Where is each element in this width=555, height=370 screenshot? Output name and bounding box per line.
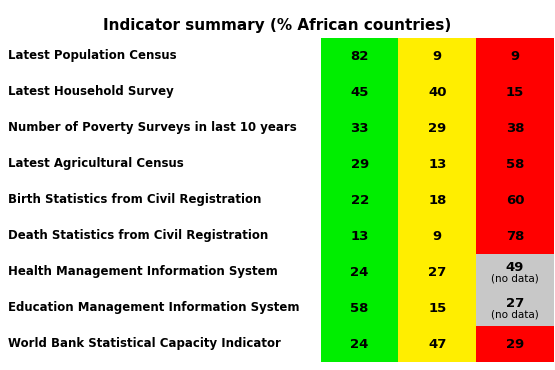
Text: 82: 82 xyxy=(350,50,369,63)
Text: Latest Agricultural Census: Latest Agricultural Census xyxy=(8,158,184,171)
Text: 15: 15 xyxy=(428,302,446,314)
Bar xyxy=(321,218,398,254)
Text: 27: 27 xyxy=(428,266,446,279)
Bar xyxy=(476,326,554,362)
Text: 38: 38 xyxy=(506,121,524,135)
Text: 9: 9 xyxy=(433,50,442,63)
Bar xyxy=(476,38,554,74)
Bar xyxy=(398,146,476,182)
Bar xyxy=(398,38,476,74)
Bar xyxy=(476,254,554,290)
Text: 60: 60 xyxy=(506,194,524,206)
Bar xyxy=(321,290,398,326)
Text: Number of Poverty Surveys in last 10 years: Number of Poverty Surveys in last 10 yea… xyxy=(8,121,297,135)
Bar xyxy=(321,74,398,110)
Text: 29: 29 xyxy=(506,337,524,350)
Bar xyxy=(476,290,554,326)
Text: 24: 24 xyxy=(350,337,369,350)
Text: 9: 9 xyxy=(511,50,519,63)
Text: Education Management Information System: Education Management Information System xyxy=(8,302,300,314)
Text: 49: 49 xyxy=(506,261,524,274)
Text: Latest Population Census: Latest Population Census xyxy=(8,50,176,63)
Bar xyxy=(476,146,554,182)
Text: (no data): (no data) xyxy=(491,273,539,283)
Bar xyxy=(398,110,476,146)
Bar xyxy=(476,110,554,146)
Text: 45: 45 xyxy=(350,85,369,98)
Text: 24: 24 xyxy=(350,266,369,279)
Bar xyxy=(321,38,398,74)
Text: 58: 58 xyxy=(506,158,524,171)
Text: 13: 13 xyxy=(428,158,447,171)
Text: 47: 47 xyxy=(428,337,447,350)
Bar xyxy=(398,182,476,218)
Bar xyxy=(398,290,476,326)
Text: 33: 33 xyxy=(350,121,369,135)
Text: 18: 18 xyxy=(428,194,447,206)
Bar xyxy=(321,110,398,146)
Text: (no data): (no data) xyxy=(491,309,539,319)
Bar xyxy=(321,254,398,290)
Text: 29: 29 xyxy=(428,121,446,135)
Text: Latest Household Survey: Latest Household Survey xyxy=(8,85,174,98)
Text: 78: 78 xyxy=(506,229,524,242)
Text: 29: 29 xyxy=(351,158,369,171)
Text: Death Statistics from Civil Registration: Death Statistics from Civil Registration xyxy=(8,229,268,242)
Text: Birth Statistics from Civil Registration: Birth Statistics from Civil Registration xyxy=(8,194,261,206)
Text: 27: 27 xyxy=(506,297,524,310)
Text: 15: 15 xyxy=(506,85,524,98)
Text: 9: 9 xyxy=(433,229,442,242)
Text: 13: 13 xyxy=(350,229,369,242)
Bar xyxy=(398,326,476,362)
Text: World Bank Statistical Capacity Indicator: World Bank Statistical Capacity Indicato… xyxy=(8,337,281,350)
Text: 22: 22 xyxy=(351,194,369,206)
Bar xyxy=(476,182,554,218)
Text: Indicator summary (% African countries): Indicator summary (% African countries) xyxy=(103,18,452,33)
Bar xyxy=(398,218,476,254)
Text: 40: 40 xyxy=(428,85,447,98)
Bar xyxy=(321,326,398,362)
Bar xyxy=(321,182,398,218)
Bar xyxy=(398,74,476,110)
Text: Health Management Information System: Health Management Information System xyxy=(8,266,278,279)
Bar xyxy=(476,74,554,110)
Text: 58: 58 xyxy=(350,302,369,314)
Bar xyxy=(398,254,476,290)
Bar xyxy=(476,218,554,254)
Bar xyxy=(321,146,398,182)
